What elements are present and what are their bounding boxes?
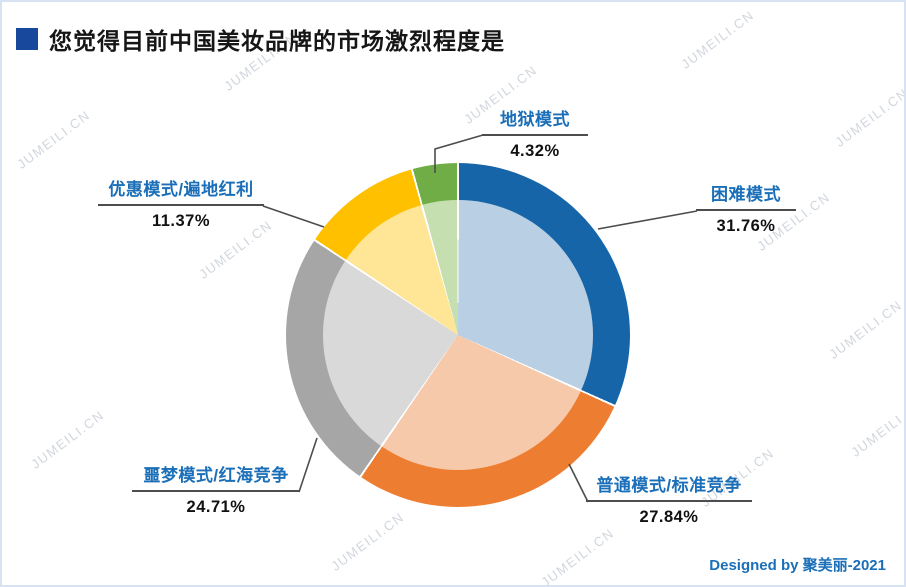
slice-name: 困难模式 — [696, 184, 796, 211]
pie-chart — [286, 163, 630, 507]
watermark: JUMEILI.CN — [538, 525, 617, 587]
leader-nightmare-mode — [298, 437, 318, 493]
watermark: JUMEILI.CN — [826, 297, 905, 362]
slice-name: 地狱模式 — [482, 109, 588, 136]
attribution: Designed by 聚美丽-2021 — [709, 557, 886, 574]
pie-label-normal-mode: 普通模式/标准竞争 27.84% — [586, 475, 752, 527]
pie-label-hard-mode: 困难模式 31.76% — [696, 184, 796, 236]
slice-percent: 24.71% — [186, 498, 246, 516]
slice-percent: 31.76% — [716, 217, 776, 235]
watermark: JUMEILI.CN — [14, 107, 93, 172]
slice-percent: 11.37% — [151, 212, 211, 230]
slice-name: 优惠模式/遍地红利 — [98, 179, 264, 206]
slice-name: 普通模式/标准竞争 — [586, 475, 752, 502]
slice-name: 噩梦模式/红海竞争 — [132, 465, 300, 492]
title-row: 您觉得目前中国美妆品牌的市场激烈程度是 — [16, 22, 505, 56]
pie-label-hell-mode: 地狱模式 4.32% — [482, 109, 588, 161]
page-title: 您觉得目前中国美妆品牌的市场激烈程度是 — [49, 28, 505, 54]
watermark: JUMEILI.CN — [832, 85, 906, 150]
pie-label-easy-mode: 优惠模式/遍地红利 11.37% — [98, 179, 264, 231]
pie-inner-disc — [323, 200, 593, 470]
watermark: JUMEILI.CN — [191, 389, 270, 454]
leader-easy-mode — [262, 205, 325, 228]
leader-hard-mode — [597, 210, 698, 230]
watermark: JUMEILI.CN — [328, 509, 407, 574]
pie-label-nightmare-mode: 噩梦模式/红海竞争 24.71% — [132, 465, 300, 517]
title-bullet-icon — [16, 28, 38, 50]
watermark: JUMEILI.CN — [848, 395, 906, 460]
watermark: JUMEILI.CN — [28, 407, 107, 472]
slice-percent: 4.32% — [510, 142, 560, 160]
slice-percent: 27.84% — [639, 508, 699, 526]
watermark: JUMEILI.CN — [678, 7, 757, 72]
